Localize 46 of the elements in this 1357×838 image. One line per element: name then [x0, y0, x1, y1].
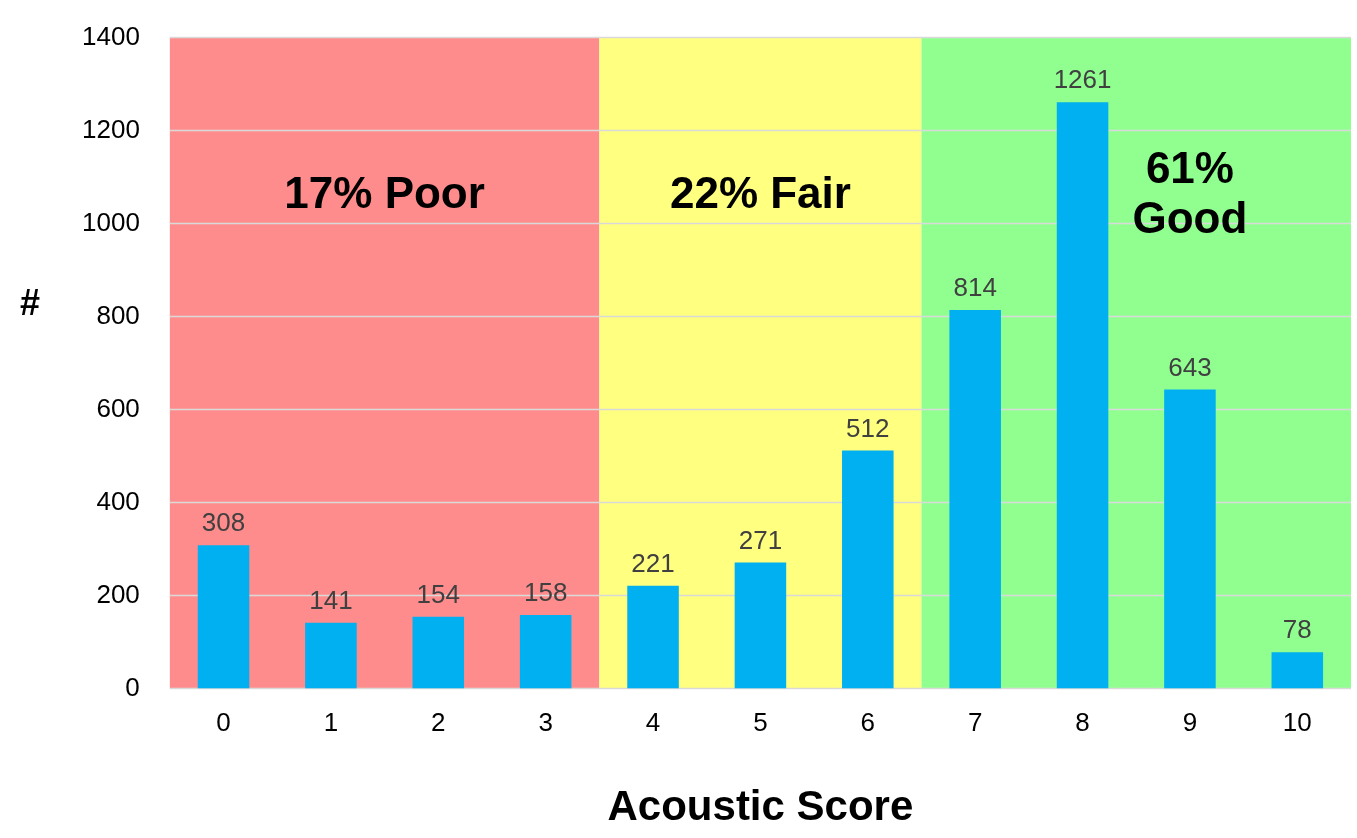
y-tick-label: 1400: [82, 20, 140, 51]
band-label: 17% Poor: [284, 167, 485, 217]
band-label: 22% Fair: [669, 167, 851, 217]
data-label: 1261: [1053, 64, 1112, 95]
data-label: 221: [631, 547, 675, 578]
y-axis-title: #: [19, 281, 41, 323]
y-tick-label: 600: [96, 392, 140, 423]
bar: [627, 585, 679, 689]
bar: [1271, 652, 1324, 689]
bar: [412, 616, 465, 689]
data-label: 308: [201, 507, 246, 538]
data-label: 158: [523, 577, 568, 608]
y-tick-label: 0: [125, 671, 140, 702]
data-label: 154: [416, 578, 460, 609]
x-tick-label: 4: [645, 707, 661, 738]
x-tick-label: 3: [538, 707, 553, 738]
x-tick-label: 10: [1282, 707, 1312, 738]
data-label: 512: [846, 412, 890, 443]
x-tick-label: 2: [431, 707, 446, 738]
bar: [519, 614, 572, 689]
y-tick-label: 400: [96, 485, 140, 516]
data-label: 78: [1282, 614, 1312, 645]
bar: [842, 450, 894, 689]
data-label: 271: [738, 524, 783, 555]
data-label: 141: [309, 585, 353, 616]
y-tick-label: 800: [96, 299, 140, 330]
x-axis-title: Acoustic Score: [607, 782, 914, 830]
x-tick-label: 9: [1182, 707, 1198, 738]
x-tick-label: 7: [967, 707, 983, 738]
bar: [197, 545, 250, 689]
x-tick-label: 1: [323, 707, 339, 738]
x-tick-label: 6: [860, 707, 876, 738]
y-tick-label: 1200: [82, 113, 140, 144]
data-label: 814: [953, 272, 997, 303]
x-tick-label: 8: [1075, 707, 1090, 738]
y-tick-label: 200: [96, 578, 140, 609]
bar: [734, 562, 787, 689]
x-tick-label: 0: [216, 707, 231, 738]
data-label: 643: [1168, 351, 1212, 382]
bar: [1056, 102, 1109, 689]
band-label: 61% Good: [1132, 142, 1248, 242]
bar: [949, 310, 1001, 689]
x-tick-label: 5: [753, 707, 768, 738]
bar: [1164, 389, 1216, 689]
y-tick-label: 1000: [82, 206, 140, 237]
bar: [305, 622, 357, 689]
